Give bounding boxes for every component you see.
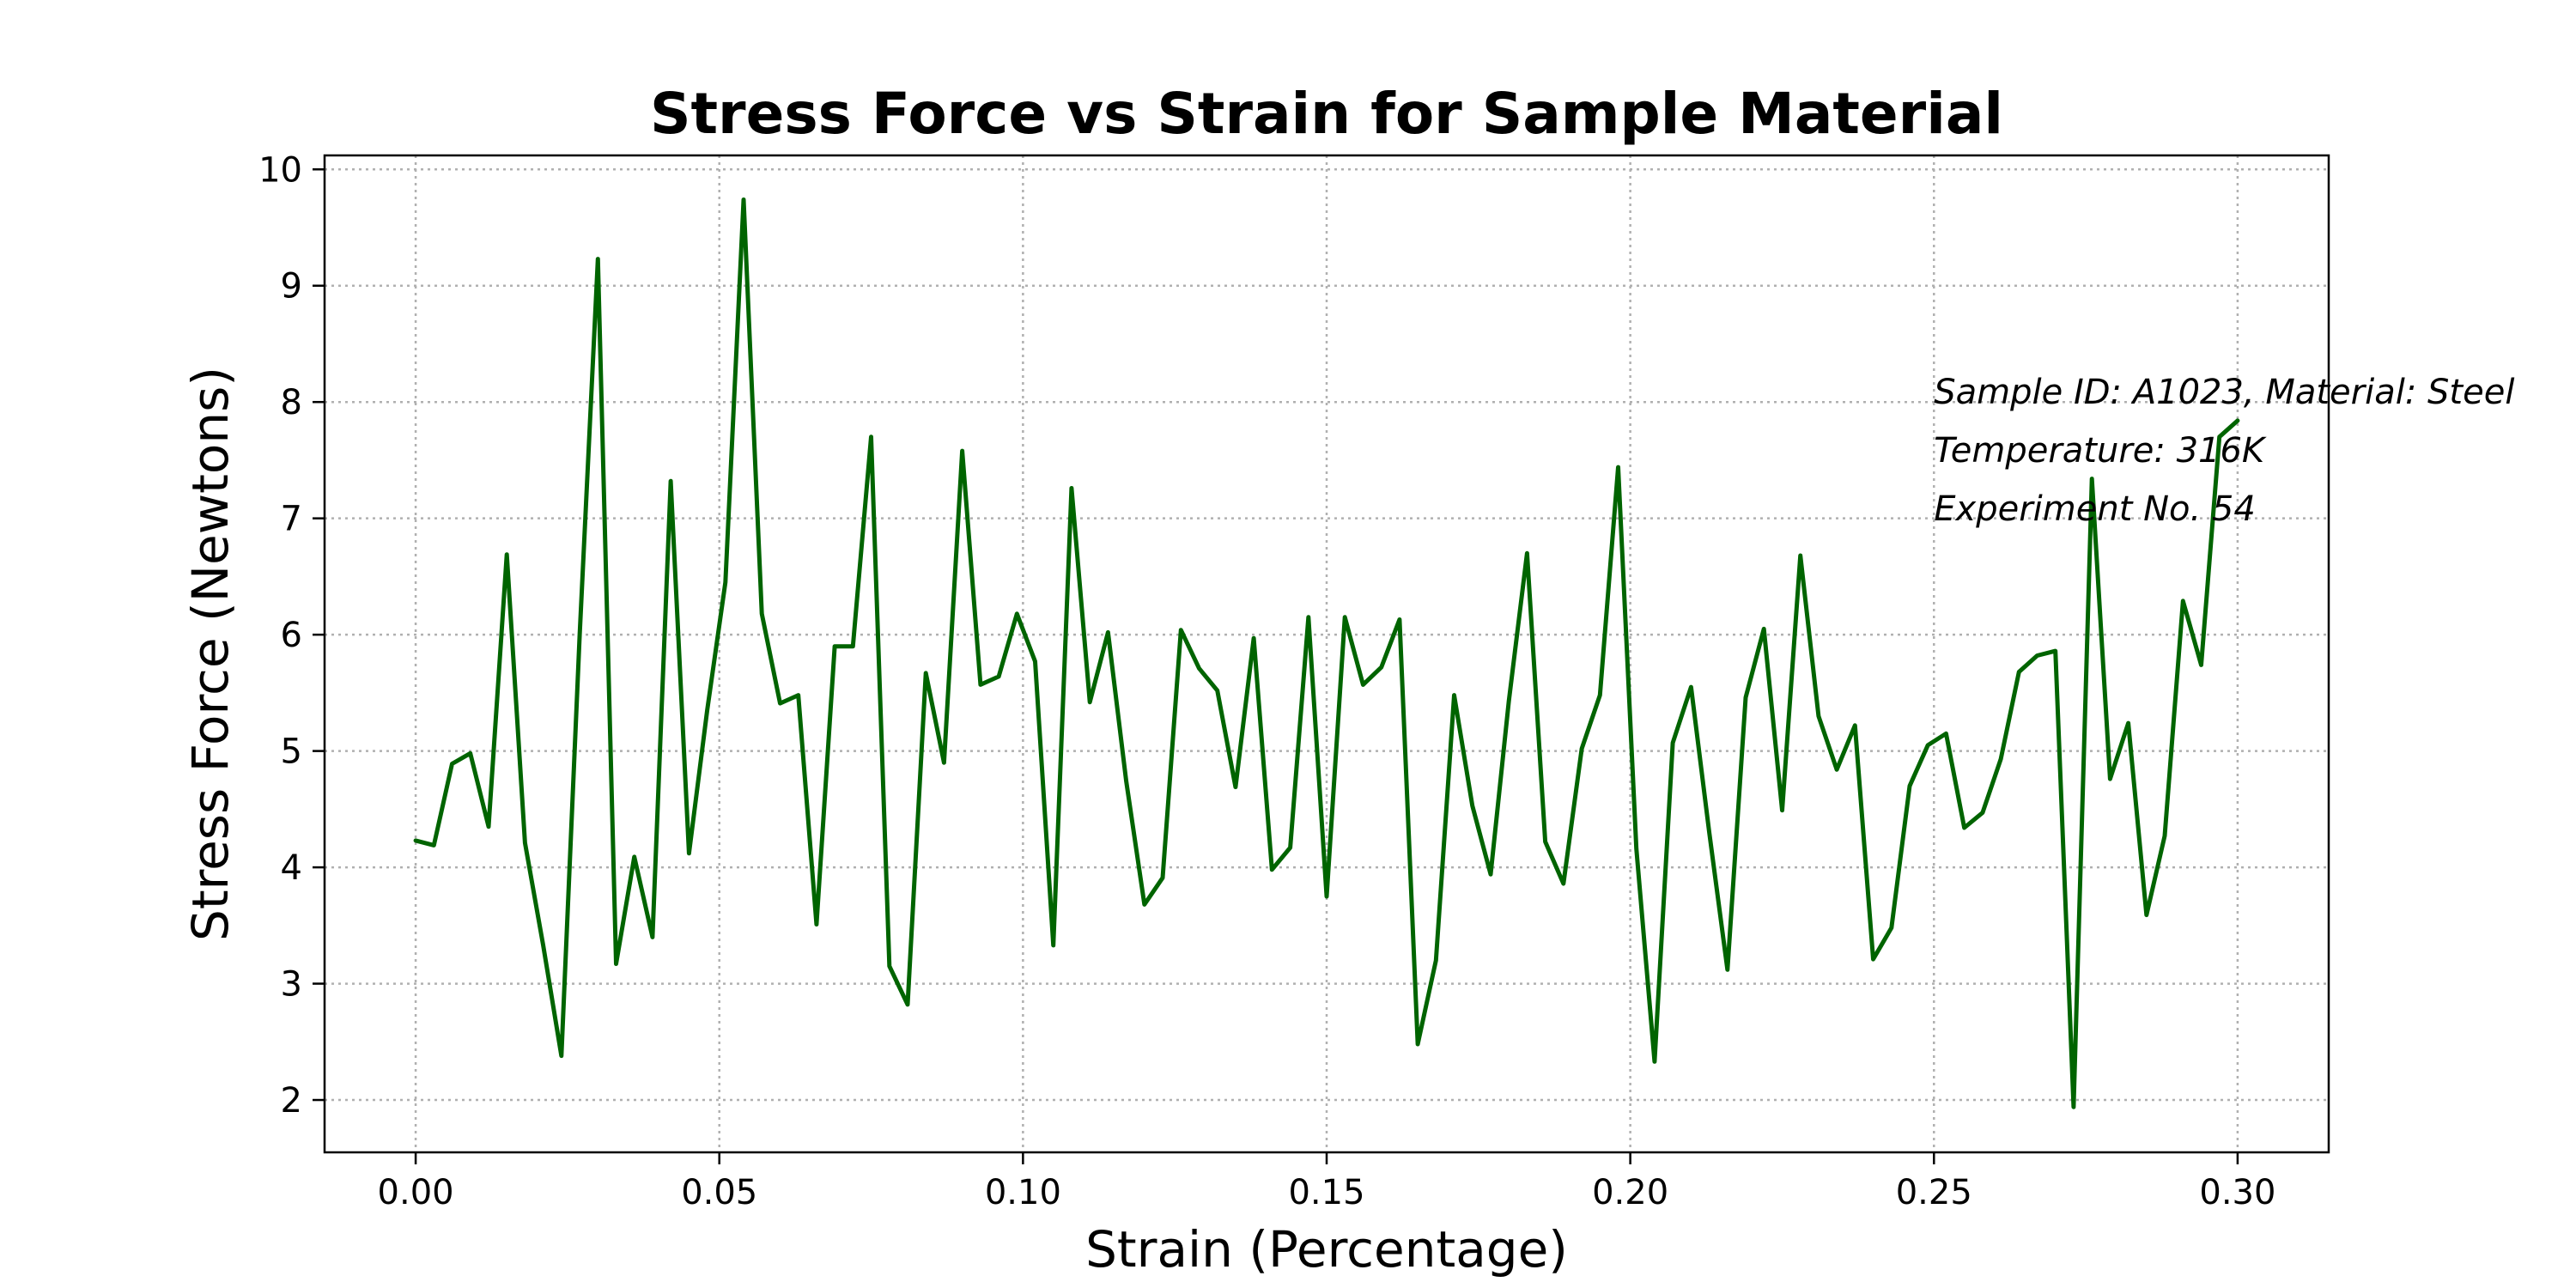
chart-title: Stress Force vs Strain for Sample Materi…: [650, 81, 2003, 147]
annotation-block: Sample ID: A1023, Material: Steel Temper…: [1934, 373, 2514, 529]
y-tick-label: 3: [281, 965, 302, 1005]
series-layer: [413, 197, 2240, 1109]
x-tick-label: 0.00: [378, 1173, 454, 1212]
y-tick-label: 7: [281, 500, 302, 539]
annotation-experiment: Experiment No. 54: [1934, 489, 2256, 529]
y-tick-label: 5: [281, 732, 302, 772]
x-tick-label: 0.20: [1592, 1173, 1668, 1212]
y-tick-label: 9: [281, 267, 302, 307]
y-tick-label: 2: [281, 1081, 302, 1121]
y-axis-label: Stress Force (Newtons): [181, 367, 240, 941]
x-tick-label: 0.10: [985, 1173, 1061, 1212]
x-tick-label: 0.25: [1896, 1173, 1972, 1212]
x-tick-label: 0.30: [2199, 1173, 2275, 1212]
y-tick-label: 4: [281, 848, 302, 888]
x-axis-label: Strain (Percentage): [1085, 1220, 1568, 1279]
y-tick-label: 8: [281, 383, 302, 422]
x-tick-label: 0.05: [681, 1173, 757, 1212]
x-tick-label: 0.15: [1288, 1173, 1364, 1212]
grid: [325, 155, 2329, 1152]
y-tick-label: 6: [281, 616, 302, 655]
axis-ticks: 0.00 0.05 0.10 0.15 0.20 0.25 0.30 2 3 4 5 6 7 8 9 10: [258, 150, 2275, 1212]
annotation-temperature: Temperature: 316K: [1934, 431, 2267, 471]
y-tick-label: 10: [258, 150, 302, 190]
annotation-sample-id: Sample ID: A1023, Material: Steel: [1934, 373, 2514, 412]
series-line: [413, 197, 2240, 1109]
